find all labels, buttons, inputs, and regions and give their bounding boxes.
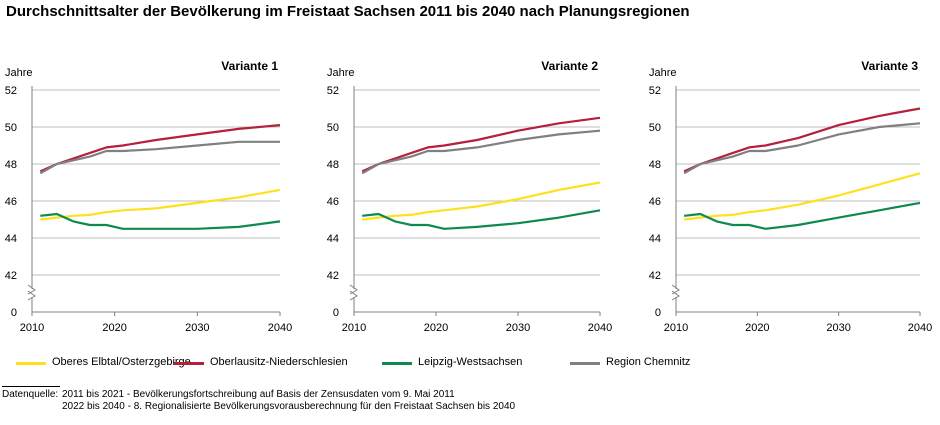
y-tick-label: 46 (5, 196, 17, 208)
y-tick-label: 52 (327, 85, 339, 97)
y-tick-label: 52 (5, 85, 17, 97)
y-tick-label: 50 (5, 122, 17, 134)
y-axis-label: Jahre (327, 67, 355, 79)
axis-break-gap (26, 289, 38, 297)
y-tick-label: 42 (5, 270, 17, 282)
y-axis-label: Jahre (5, 67, 33, 79)
x-tick-label: 2020 (102, 322, 126, 334)
source-note: Datenquelle: 2011 bis 2021 - Bevölkerungs… (2, 389, 515, 413)
chart-legend: Oberes Elbtal/Osterzgebirge Oberlausitz-… (0, 354, 940, 372)
x-tick-label: 2010 (20, 322, 44, 334)
y-tick-label: 48 (5, 159, 17, 171)
source-label: Datenquelle: (2, 389, 59, 400)
x-tick-label: 2040 (588, 322, 612, 334)
y-tick-label: 42 (649, 270, 661, 282)
y-tick-label: 42 (327, 270, 339, 282)
legend-swatch (382, 362, 412, 365)
legend-swatch (16, 362, 46, 365)
series-line-oberes-elbtal-osterzgebirge (40, 188, 281, 221)
chart-subtitle: Variante 1 (221, 59, 278, 73)
y-tick-label: 50 (649, 122, 661, 134)
x-tick-label: 2010 (342, 322, 366, 334)
y-tick-label: 48 (327, 159, 339, 171)
x-tick-label: 2030 (826, 322, 850, 334)
y-tick-label: 46 (649, 196, 661, 208)
page-title: Durchschnittsalter der Bevölkerung im Fr… (6, 3, 690, 20)
x-tick-label: 2010 (664, 322, 688, 334)
series-line-leipzig-westsachsen (40, 212, 281, 230)
y-tick-label: 0 (333, 307, 339, 319)
legend-label: Oberes Elbtal/Osterzgebirge (52, 356, 191, 368)
legend-swatch (174, 362, 204, 365)
x-tick-label: 2040 (908, 322, 932, 334)
legend-label: Oberlausitz-Niederschlesien (210, 356, 348, 368)
series-line-oberlausitz-niederschlesien (361, 116, 601, 173)
series-line-region-chemnitz (683, 122, 921, 175)
y-tick-label: 0 (11, 307, 17, 319)
y-tick-label: 44 (649, 233, 661, 245)
x-tick-label: 2030 (185, 322, 209, 334)
chart-panel-1: Variante 1 Jahre 0 42 44 46 48 50 52 2010 2020 2030… (5, 59, 292, 334)
y-tick-label: 44 (5, 233, 17, 245)
series-line-leipzig-westsachsen (683, 201, 921, 230)
axis-break-mark (349, 290, 358, 301)
axis-break-gap (670, 289, 682, 297)
axis-break-mark (671, 290, 680, 301)
x-tick-label: 2030 (506, 322, 530, 334)
y-tick-label: 44 (327, 233, 339, 245)
source-divider (2, 386, 60, 387)
series-line-region-chemnitz (39, 140, 280, 175)
axis-break-mark (27, 290, 36, 301)
source-line-2: 2022 bis 2040 - 8. Regionalisierte Bevöl… (62, 401, 516, 412)
legend-label: Region Chemnitz (606, 356, 691, 368)
chart-panel-2: Variante 2 Jahre 0 42 44 46 48 50 52 2010 2020 2030… (327, 59, 612, 334)
y-tick-label: 50 (327, 122, 339, 134)
chart-panel-3: Variante 3 Jahre 0 42 44 46 48 50 52 2010 2020 2030… (649, 59, 932, 334)
x-tick-label: 2020 (745, 322, 769, 334)
y-axis-label: Jahre (649, 67, 677, 79)
series-line-leipzig-westsachsen (362, 209, 601, 230)
y-tick-label: 52 (649, 85, 661, 97)
legend-label: Leipzig-Westsachsen (418, 356, 523, 368)
x-tick-label: 2020 (424, 322, 448, 334)
y-tick-label: 46 (327, 196, 339, 208)
series-line-oberes-elbtal-osterzgebirge (683, 172, 921, 221)
x-tick-label: 2040 (268, 322, 292, 334)
chart-subtitle: Variante 3 (861, 59, 918, 73)
y-tick-label: 0 (655, 307, 661, 319)
chart-subtitle: Variante 2 (541, 59, 598, 73)
source-line-1: 2011 bis 2021 - Bevölkerungsfortschreibu… (62, 389, 455, 400)
series-line-region-chemnitz (361, 129, 601, 175)
y-tick-label: 48 (649, 159, 661, 171)
series-line-oberlausitz-niederschlesien (683, 107, 921, 173)
legend-swatch (570, 362, 600, 365)
axis-break-gap (348, 289, 360, 297)
